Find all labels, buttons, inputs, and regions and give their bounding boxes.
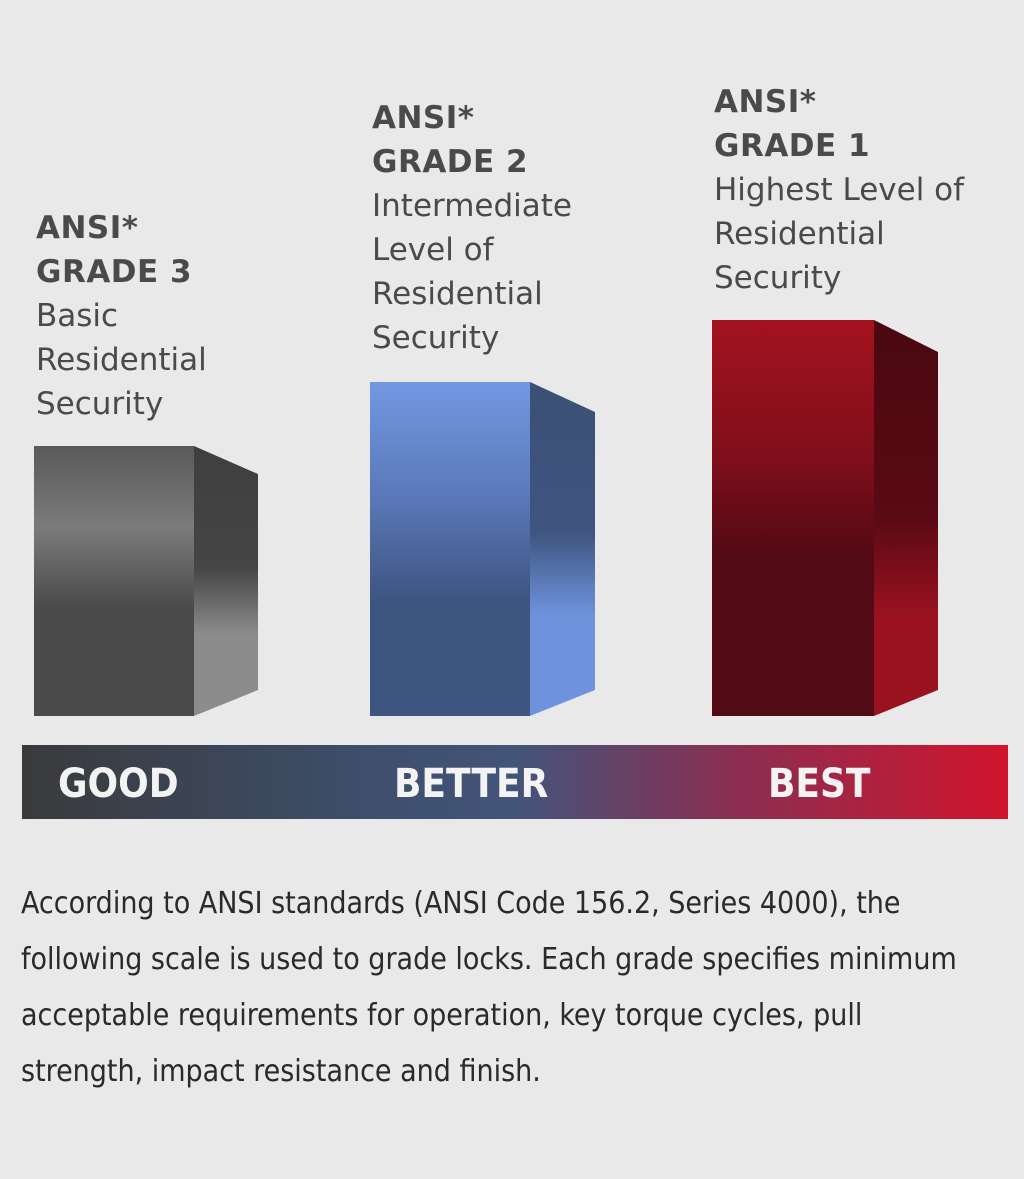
grade-1-label: ANSI* GRADE 1 Highest Level of Residenti…: [714, 80, 984, 300]
grade-1-ansi: ANSI*: [714, 84, 817, 120]
grade-1-title: GRADE 1: [714, 128, 871, 164]
grade-2-description: Intermediate Level of Residential Securi…: [372, 188, 573, 356]
grade-1-bar: [712, 320, 938, 716]
grade-1-description: Highest Level of Residential Security: [714, 172, 965, 296]
grade-3-bar: [34, 446, 258, 716]
grade-bars-graphic: [34, 320, 938, 716]
scale-best-label: BEST: [768, 761, 871, 807]
grade-3-title: GRADE 3: [36, 254, 193, 290]
grade-2-bar-front: [370, 382, 530, 716]
scale-better-label: BETTER: [394, 761, 549, 807]
grade-3-bar-front: [34, 446, 194, 716]
grade-3-description: Basic Residential Security: [36, 298, 207, 422]
scale-good-label: GOOD: [58, 761, 179, 807]
grade-1-bar-side: [874, 320, 938, 716]
ansi-description-text: According to ANSI standards (ANSI Code 1…: [21, 886, 957, 1089]
grade-2-bar: [370, 382, 595, 716]
grade-1-bar-front: [712, 320, 874, 716]
grade-2-ansi: ANSI*: [372, 100, 475, 136]
grade-2-label: ANSI* GRADE 2 Intermediate Level of Resi…: [372, 96, 622, 360]
grade-3-label: ANSI* GRADE 3 Basic Residential Security: [36, 206, 266, 426]
good-better-best-scale: GOOD BETTER BEST: [22, 745, 1008, 819]
grade-2-bar-side: [530, 382, 595, 716]
grade-3-ansi: ANSI*: [36, 210, 139, 246]
grade-2-title: GRADE 2: [372, 144, 529, 180]
grade-3-bar-side: [194, 446, 258, 716]
